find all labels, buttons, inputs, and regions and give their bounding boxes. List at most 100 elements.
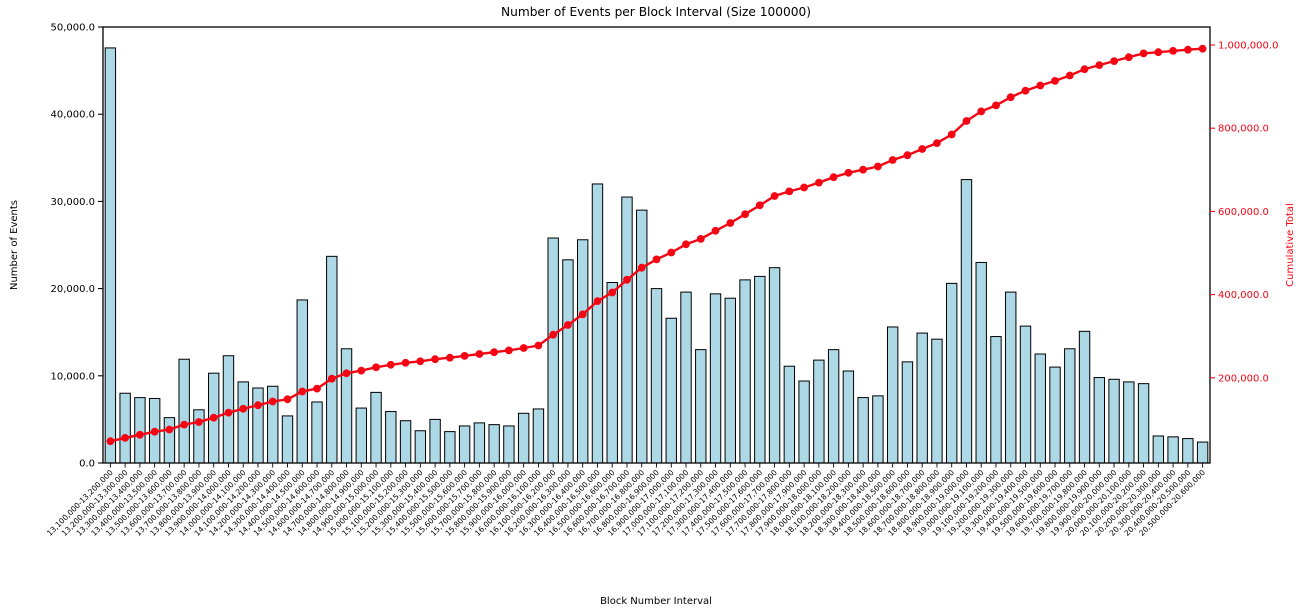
bar bbox=[104, 47, 117, 464]
bar bbox=[517, 412, 530, 464]
y-tick-label-right: 1,000,000.0 bbox=[1218, 41, 1278, 52]
cumulative-point bbox=[431, 355, 439, 364]
cumulative-point bbox=[1095, 61, 1104, 69]
bar bbox=[680, 291, 692, 464]
cumulative-point bbox=[490, 348, 498, 357]
bar bbox=[1093, 377, 1105, 464]
bar bbox=[193, 409, 205, 464]
bar bbox=[709, 293, 722, 464]
cumulative-point bbox=[947, 130, 956, 139]
bar bbox=[488, 424, 500, 464]
y-tick-label-left: 10,000.0 bbox=[50, 371, 95, 382]
bar bbox=[1108, 378, 1120, 464]
cumulative-point bbox=[637, 263, 646, 272]
cumulative-point bbox=[741, 210, 749, 219]
cumulative-point bbox=[1198, 44, 1207, 53]
cumulative-point bbox=[903, 151, 912, 160]
cumulative-point bbox=[209, 413, 218, 422]
bar bbox=[591, 183, 604, 464]
y-tick-label-right: 200,000.0 bbox=[1218, 373, 1269, 384]
cumulative-point bbox=[327, 374, 336, 383]
cumulative-point bbox=[1006, 93, 1015, 102]
cumulative-point bbox=[386, 360, 395, 369]
bar bbox=[296, 299, 308, 464]
bar bbox=[311, 401, 323, 464]
cumulative-point bbox=[726, 219, 735, 227]
cumulative-point bbox=[1051, 77, 1059, 85]
y-tick-label-left: 30,000.0 bbox=[50, 197, 95, 208]
cumulative-point bbox=[578, 310, 587, 319]
bar bbox=[946, 282, 958, 464]
bar bbox=[503, 425, 515, 464]
bar bbox=[783, 365, 796, 464]
bar bbox=[1034, 353, 1046, 464]
bar bbox=[547, 237, 559, 464]
bar bbox=[901, 361, 914, 464]
bar bbox=[798, 380, 810, 464]
bar bbox=[857, 397, 869, 464]
bar bbox=[636, 209, 648, 464]
bar bbox=[1152, 435, 1165, 464]
cumulative-point bbox=[1036, 81, 1045, 90]
y-tick-label-left: 0.0 bbox=[79, 459, 95, 470]
bar bbox=[872, 395, 884, 464]
cumulative-point bbox=[342, 369, 351, 378]
cumulative-point bbox=[711, 226, 720, 235]
bar bbox=[695, 349, 707, 464]
y-tick-label-right: 600,000.0 bbox=[1218, 207, 1269, 218]
bar bbox=[414, 430, 427, 464]
bar bbox=[960, 179, 973, 464]
cumulative-point bbox=[962, 117, 971, 125]
cumulative-point bbox=[460, 352, 469, 360]
cumulative-point bbox=[1184, 45, 1192, 54]
bar bbox=[931, 338, 943, 464]
bar bbox=[281, 415, 294, 464]
bar bbox=[473, 422, 486, 464]
cumulative-point bbox=[564, 321, 572, 329]
bar bbox=[178, 358, 190, 464]
bar bbox=[1049, 366, 1061, 464]
y-tick-label-left: 50,000.0 bbox=[50, 23, 95, 34]
cumulative-point bbox=[1169, 47, 1177, 55]
cumulative-point bbox=[254, 401, 262, 410]
cumulative-point bbox=[121, 434, 129, 442]
cumulative-point bbox=[505, 346, 513, 355]
bar bbox=[754, 275, 766, 464]
bar bbox=[577, 239, 589, 464]
cumulative-point bbox=[829, 173, 838, 182]
cumulative-point bbox=[1110, 57, 1118, 65]
cumulative-point bbox=[298, 387, 307, 396]
cumulative-point bbox=[165, 425, 174, 434]
cumulative-point bbox=[475, 350, 484, 358]
y-axis-label-right: Cumulative Total bbox=[1285, 203, 1296, 287]
cumulative-point bbox=[992, 101, 1000, 110]
bar bbox=[163, 417, 176, 464]
cumulative-point bbox=[313, 384, 321, 393]
bar bbox=[665, 317, 677, 464]
cumulative-point bbox=[770, 192, 779, 200]
y-tick-label-left: 20,000.0 bbox=[50, 284, 95, 295]
y-tick-label-left: 40,000.0 bbox=[50, 110, 95, 121]
cumulative-point bbox=[416, 357, 425, 366]
bar bbox=[990, 336, 1002, 464]
cumulative-point bbox=[372, 363, 380, 372]
cumulative-point bbox=[549, 330, 558, 339]
cumulative-point bbox=[150, 427, 159, 436]
bar bbox=[1064, 348, 1076, 464]
cumulative-point bbox=[844, 168, 853, 177]
bar bbox=[621, 196, 633, 464]
cumulative-point bbox=[534, 341, 543, 350]
cumulative-point bbox=[239, 404, 248, 413]
bar bbox=[886, 326, 899, 464]
y-tick-label-right: 800,000.0 bbox=[1218, 124, 1269, 135]
cumulative-point bbox=[800, 183, 808, 192]
cumulative-point bbox=[682, 240, 690, 249]
cumulative-point bbox=[1065, 71, 1074, 80]
y-axis-label-left: Number of Events bbox=[9, 200, 20, 290]
bar bbox=[1196, 441, 1209, 464]
cumulative-point bbox=[283, 395, 292, 404]
cumulative-point bbox=[608, 288, 617, 297]
bar bbox=[1167, 436, 1179, 464]
bar bbox=[768, 267, 781, 464]
cumulative-point bbox=[874, 162, 882, 171]
